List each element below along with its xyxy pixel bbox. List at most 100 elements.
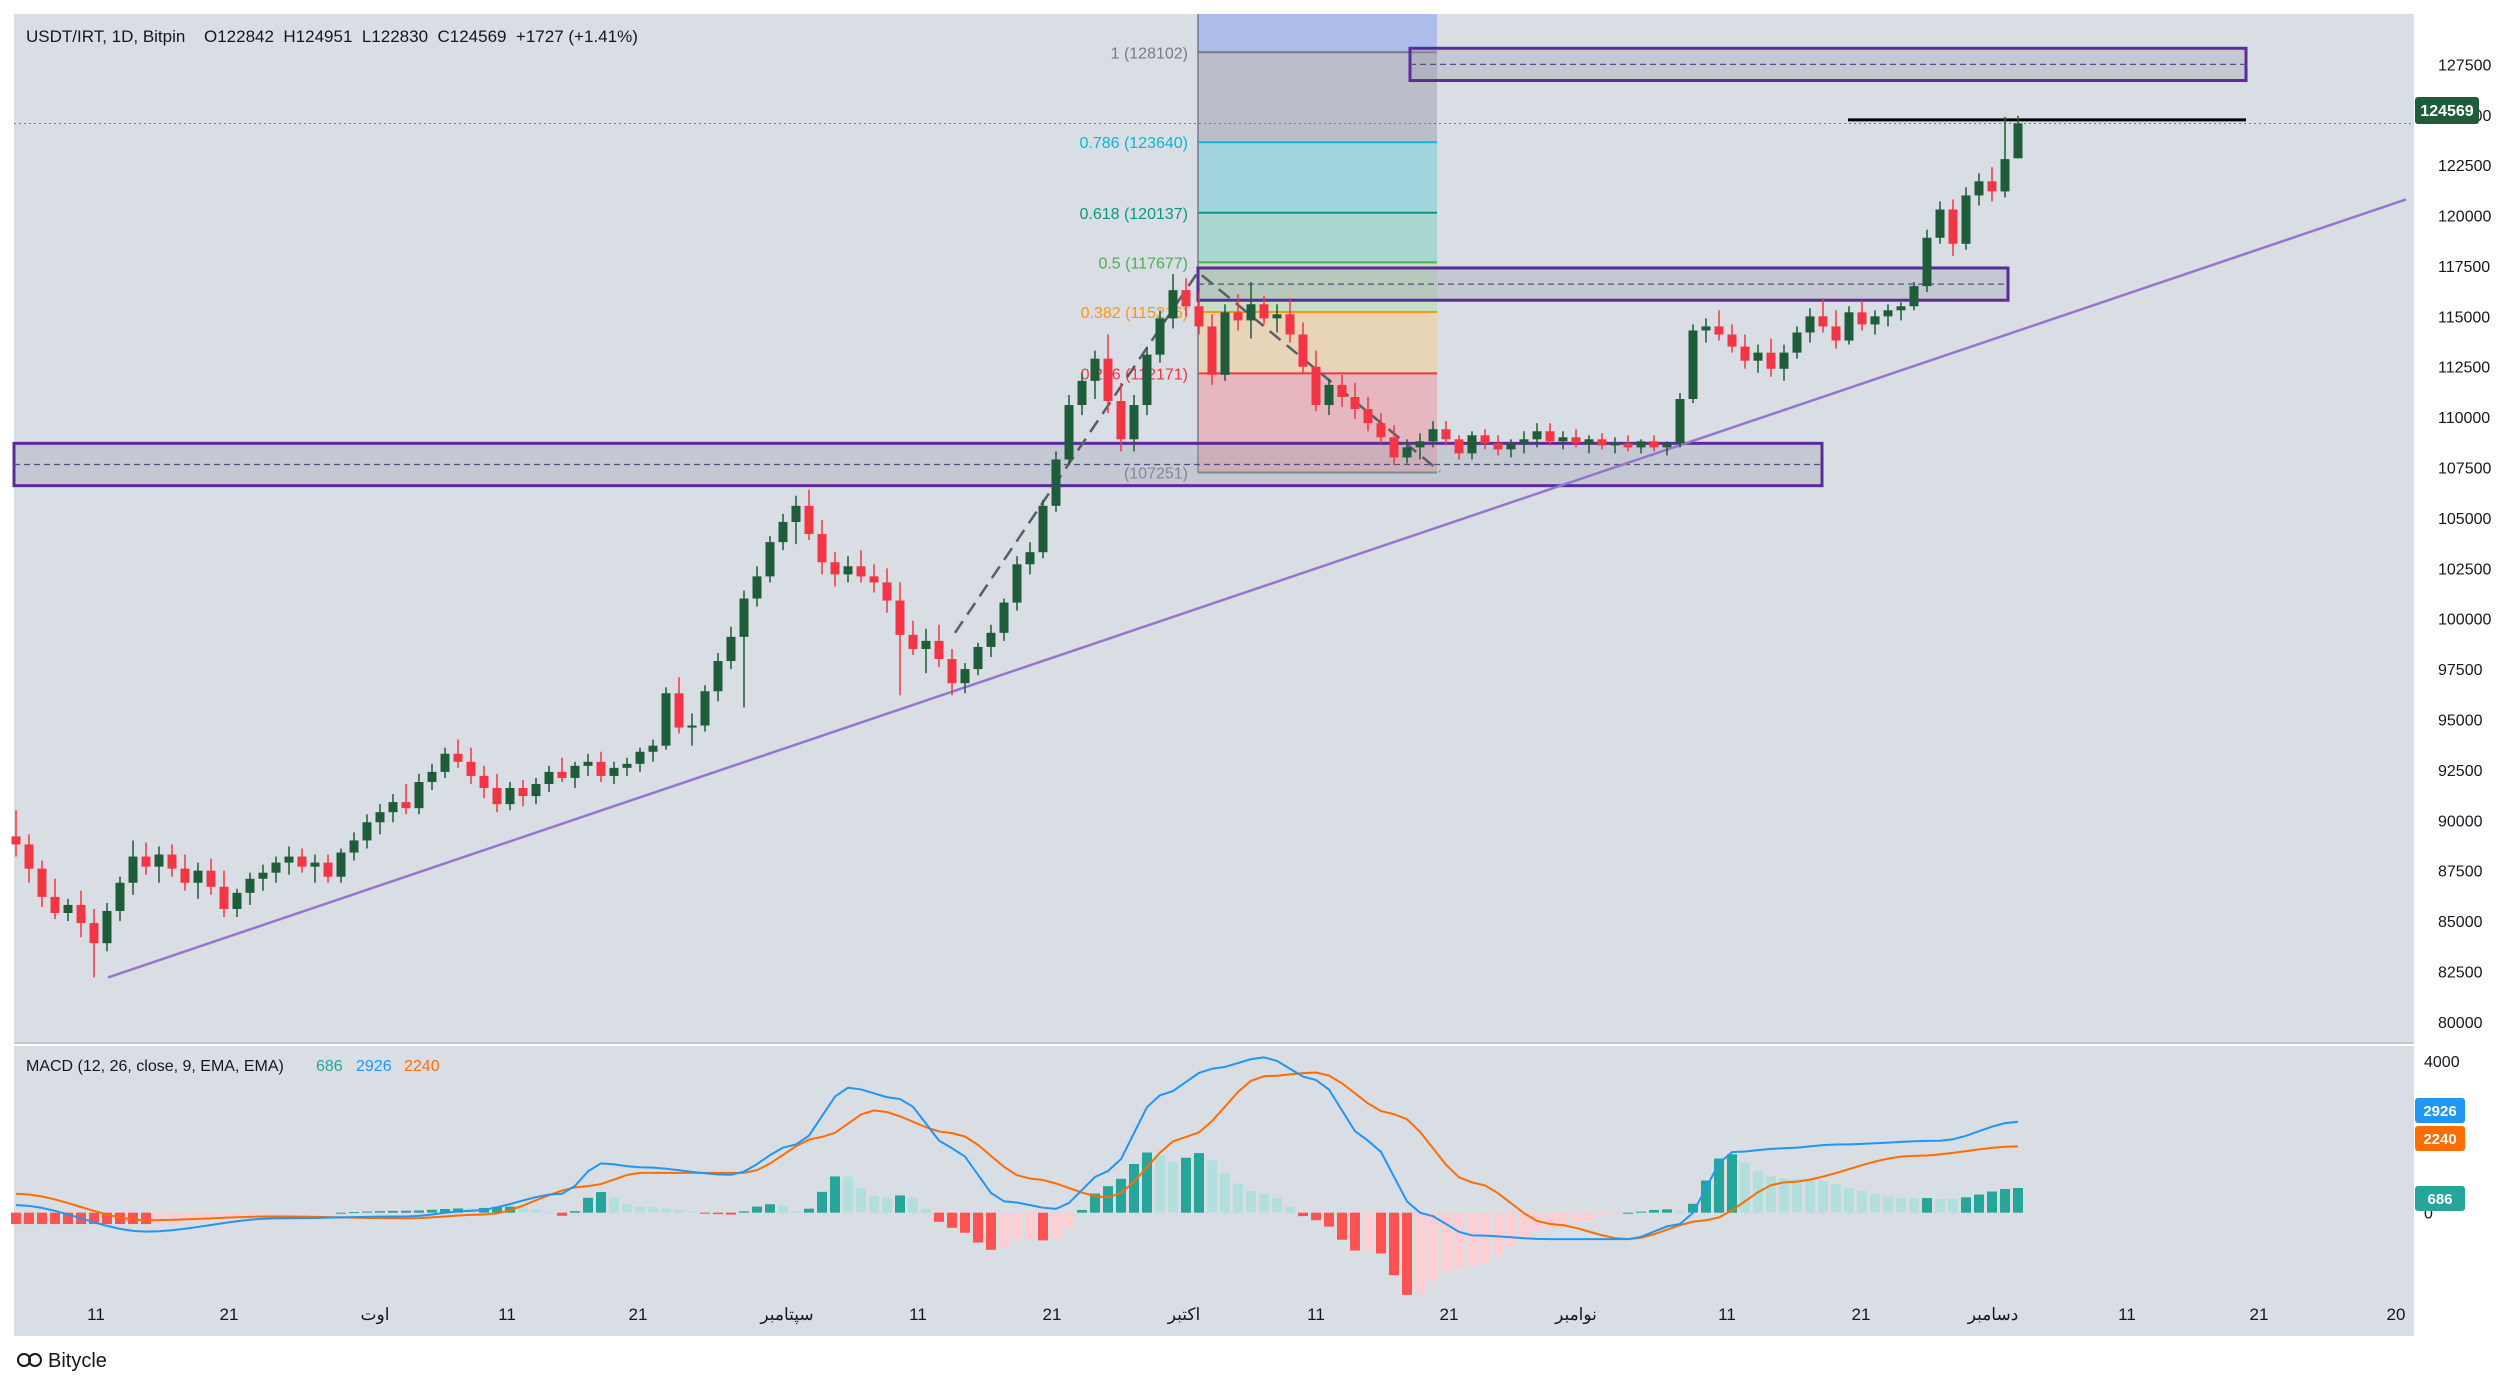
candle-body [362, 822, 372, 841]
macd-histogram-bar [1090, 1193, 1100, 1213]
macd-histogram-bar [596, 1192, 606, 1213]
candle-body [258, 872, 268, 879]
macd-histogram-bar [284, 1212, 294, 1215]
candle-body [466, 761, 476, 776]
macd-histogram-bar [1311, 1212, 1321, 1221]
macd-histogram-bar [1038, 1212, 1048, 1241]
macd-histogram-bar [1961, 1197, 1971, 1213]
macd-histogram-bar [999, 1212, 1009, 1248]
macd-histogram-bar [1467, 1212, 1477, 1266]
macd-histogram-bar [1870, 1194, 1880, 1213]
macd-histogram-bar [544, 1212, 554, 1214]
macd-legend-label[interactable]: MACD (12, 26, close, 9, EMA, EMA) [26, 1058, 284, 1075]
candle-body [557, 771, 567, 778]
candle-body [1636, 441, 1646, 448]
candle-body [1948, 209, 1958, 244]
macd-histogram-bar [1025, 1212, 1035, 1240]
candle-body [1818, 316, 1828, 327]
candle-body [791, 505, 801, 522]
candle-body [1454, 439, 1464, 454]
candle-body [1298, 334, 1308, 367]
macd-histogram-bar [362, 1211, 372, 1213]
candle-body [1584, 439, 1594, 444]
candle-series[interactable] [11, 115, 2023, 978]
macd-histogram-bar [1740, 1162, 1750, 1213]
macd-histogram-bar [908, 1197, 918, 1213]
price-tick-label: 115000 [2438, 309, 2490, 326]
macd-histogram-bar [700, 1212, 710, 1214]
macd-histogram-bar [830, 1176, 840, 1213]
macd-series [11, 1056, 2023, 1295]
brand-logo[interactable]: Bitycle [17, 1350, 107, 1372]
candle-body [1324, 384, 1334, 406]
macd-histogram-bar [1597, 1212, 1607, 1217]
macd-histogram-bar [1077, 1210, 1087, 1213]
macd-histogram-bar [89, 1212, 99, 1225]
ascending-trendline [107, 198, 2407, 979]
macd-histogram-bar [258, 1212, 268, 1215]
macd-histogram-bar [1285, 1206, 1295, 1213]
macd-histogram-bar [1168, 1162, 1178, 1213]
candle-body [1571, 437, 1581, 444]
macd-histogram-bar [1883, 1196, 1893, 1213]
macd-histogram-bar [1584, 1212, 1594, 1221]
candle-body [24, 844, 34, 869]
macd-histogram-bar [1896, 1197, 1906, 1213]
price-tick-label: 120000 [2438, 209, 2491, 226]
candle-body [1714, 326, 1724, 335]
candle-body [1441, 429, 1451, 440]
fib-band [1198, 212, 1437, 263]
time-tick-label: 11 [2118, 1305, 2136, 1324]
time-tick-label: 11 [909, 1305, 927, 1324]
candle-body [895, 600, 905, 635]
macd-histogram-bar [648, 1207, 658, 1213]
macd-histogram-bar [167, 1212, 177, 1224]
candle-body [479, 775, 489, 789]
supply-demand-zones[interactable] [12, 46, 2248, 488]
chart-header-symbol[interactable]: USDT/IRT, 1D, Bitpin [26, 27, 185, 46]
candle-body [505, 788, 515, 805]
candle-body [570, 765, 580, 778]
time-tick-label: 21 [220, 1305, 239, 1324]
candle-body [1038, 505, 1048, 553]
macd-histogram-bar [349, 1212, 359, 1214]
macd-histogram-bar [1233, 1183, 1243, 1213]
macd-histogram-bar [1493, 1212, 1503, 1256]
time-tick-label: 11 [498, 1305, 516, 1324]
candle-body [947, 659, 957, 684]
macd-histogram-bar [297, 1212, 307, 1215]
candle-body [440, 753, 450, 772]
candle-body [1311, 366, 1321, 406]
time-axis[interactable] [14, 1296, 2414, 1336]
time-tick-label: سپتامبر [759, 1305, 813, 1325]
candle-body [1844, 312, 1854, 341]
macd-histogram-bar [1012, 1212, 1022, 1240]
macd-histogram-bar [531, 1209, 541, 1213]
signal-badge-value: 2240 [2423, 1131, 2456, 1148]
macd-histogram-bar [791, 1210, 801, 1213]
candle-body [544, 771, 554, 784]
candle-body [1337, 384, 1347, 397]
macd-legend-macd: 2926 [356, 1058, 392, 1075]
candle-body [297, 856, 307, 867]
price-tick-label: 112500 [2438, 360, 2490, 377]
macd-histogram-bar [2000, 1189, 2010, 1213]
macd-histogram-bar [1558, 1212, 1568, 1227]
macd-histogram-bar [1480, 1212, 1490, 1263]
macd-histogram-bar [713, 1212, 723, 1215]
macd-histogram-bar [1350, 1212, 1360, 1251]
candle-body [674, 693, 684, 728]
candle-body [37, 868, 47, 897]
macd-histogram-bar [1363, 1212, 1373, 1250]
macd-histogram-bar [1610, 1212, 1620, 1214]
macd-histogram-bar [804, 1208, 814, 1213]
price-tick-label: 85000 [2438, 914, 2483, 931]
candle-body [180, 868, 190, 883]
macd-histogram-bar [687, 1211, 697, 1213]
macd-histogram-bar [1857, 1191, 1867, 1213]
candle-body [2000, 159, 2010, 192]
macd-histogram-bar [427, 1209, 437, 1213]
candle-body [336, 852, 346, 877]
macd-histogram-bar [622, 1203, 632, 1213]
macd-histogram-bar [1545, 1212, 1555, 1228]
